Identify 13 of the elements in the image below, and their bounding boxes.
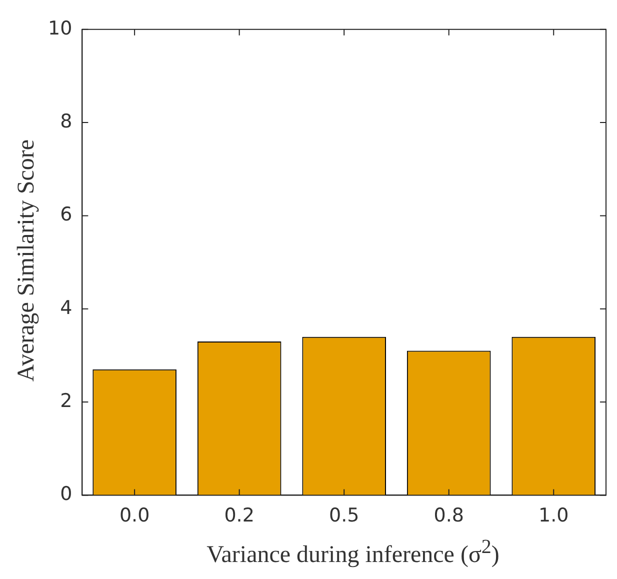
x-tick-label: 0.8 xyxy=(434,504,464,527)
y-tick-label: 6 xyxy=(60,204,72,226)
y-axis-title: Average Similarity Score xyxy=(14,138,40,382)
y-tick-label: 0 xyxy=(60,483,72,506)
y-tick-label: 4 xyxy=(60,296,72,319)
x-tick-label: 0.5 xyxy=(328,504,360,527)
y-tick-label: 2 xyxy=(60,390,72,412)
x-tick-label: 1.0 xyxy=(538,504,569,527)
x-axis-title: Variance during inference (σ$^{2}$) xyxy=(206,536,500,569)
y-tick-label: 8 xyxy=(60,110,72,132)
x-tick-label: 0.0 xyxy=(119,504,150,527)
x-tick-label: 0.2 xyxy=(224,504,254,527)
y-tick-label: 10 xyxy=(48,17,72,40)
